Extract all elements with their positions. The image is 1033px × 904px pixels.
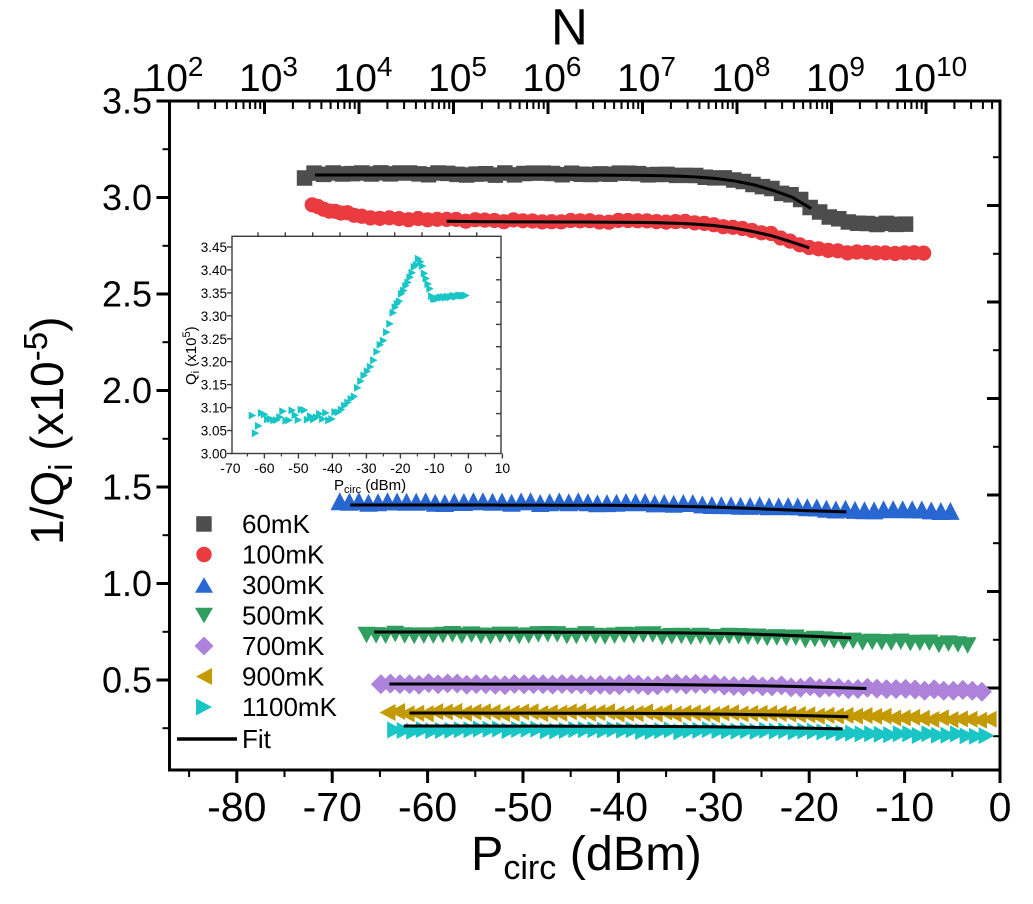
svg-text:60mK: 60mK (242, 509, 311, 539)
svg-text:-40: -40 (322, 460, 342, 476)
svg-text:2.5: 2.5 (102, 274, 152, 315)
svg-text:0: 0 (989, 784, 1012, 830)
svg-text:3.05: 3.05 (201, 424, 227, 439)
svg-text:10: 10 (495, 460, 511, 476)
svg-text:3.20: 3.20 (201, 355, 227, 370)
svg-text:-70: -70 (303, 784, 362, 830)
svg-text:700mK: 700mK (242, 631, 325, 661)
svg-text:3.45: 3.45 (201, 240, 227, 255)
svg-text:3.00: 3.00 (201, 447, 227, 462)
svg-text:-30: -30 (356, 460, 376, 476)
svg-text:1.0: 1.0 (102, 563, 152, 604)
svg-text:500mK: 500mK (242, 601, 325, 631)
svg-text:-30: -30 (684, 784, 743, 830)
svg-text:3.0: 3.0 (102, 177, 152, 218)
svg-text:3.5: 3.5 (102, 81, 152, 122)
svg-text:102: 102 (145, 51, 204, 100)
svg-text:109: 109 (806, 51, 865, 100)
svg-text:3.30: 3.30 (201, 309, 227, 324)
svg-text:300mK: 300mK (242, 570, 325, 600)
svg-text:0.5: 0.5 (102, 660, 152, 701)
svg-text:Fit: Fit (242, 724, 272, 754)
svg-text:3.15: 3.15 (201, 378, 227, 393)
svg-text:-60: -60 (254, 460, 274, 476)
svg-text:N: N (551, 0, 588, 56)
svg-text:-60: -60 (398, 784, 457, 830)
svg-text:-10: -10 (875, 784, 934, 830)
svg-text:1100mK: 1100mK (242, 692, 338, 722)
svg-text:2.0: 2.0 (102, 370, 152, 411)
svg-text:106: 106 (523, 51, 582, 100)
svg-text:-50: -50 (288, 460, 308, 476)
svg-text:900mK: 900mK (242, 662, 325, 692)
svg-text:1/Qi (x10-5): 1/Qi (x10-5) (17, 317, 79, 545)
svg-text:-50: -50 (493, 784, 552, 830)
svg-text:-80: -80 (207, 784, 266, 830)
svg-text:108: 108 (712, 51, 771, 100)
svg-text:-20: -20 (390, 460, 410, 476)
svg-text:Qi (x105): Qi (x105) (181, 326, 202, 385)
svg-text:0: 0 (465, 460, 473, 476)
svg-text:100mK: 100mK (242, 540, 325, 570)
svg-text:-10: -10 (424, 460, 444, 476)
svg-text:-20: -20 (780, 784, 839, 830)
svg-text:3.40: 3.40 (201, 263, 227, 278)
svg-text:3.35: 3.35 (201, 286, 227, 301)
svg-text:-40: -40 (589, 784, 648, 830)
svg-text:3.10: 3.10 (201, 401, 227, 416)
svg-text:1.5: 1.5 (102, 467, 152, 508)
svg-text:-70: -70 (220, 460, 240, 476)
svg-text:3.25: 3.25 (201, 332, 227, 347)
